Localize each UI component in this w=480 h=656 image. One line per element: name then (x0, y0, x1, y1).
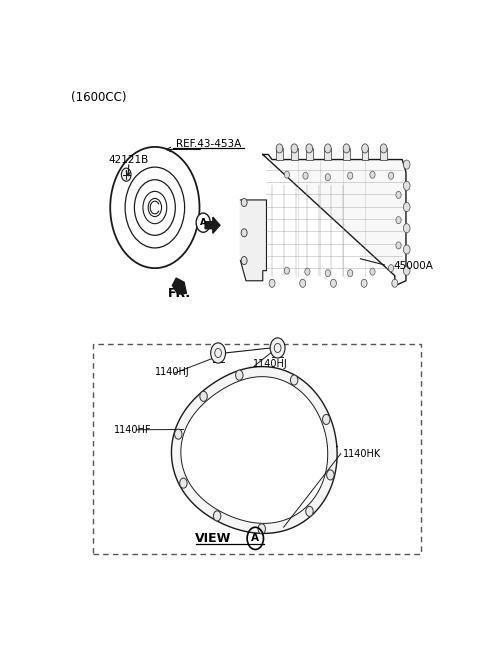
Circle shape (180, 478, 187, 488)
Circle shape (284, 171, 289, 178)
Circle shape (388, 172, 394, 179)
Circle shape (196, 213, 210, 232)
Circle shape (388, 264, 394, 272)
Circle shape (380, 144, 387, 153)
Circle shape (276, 144, 283, 153)
Text: 1140HJ: 1140HJ (253, 359, 288, 369)
Circle shape (305, 268, 310, 276)
Circle shape (396, 242, 401, 249)
Circle shape (403, 160, 410, 169)
Text: 1140HF: 1140HF (114, 425, 152, 435)
Circle shape (200, 391, 207, 401)
Circle shape (175, 429, 182, 440)
Bar (362, 148, 368, 159)
Text: (1600CC): (1600CC) (71, 91, 127, 104)
Circle shape (403, 245, 410, 254)
Polygon shape (240, 200, 266, 281)
Bar (380, 148, 387, 159)
Circle shape (348, 172, 353, 179)
Polygon shape (171, 367, 337, 533)
Circle shape (325, 270, 330, 277)
Text: A: A (252, 533, 259, 543)
Bar (343, 148, 350, 159)
Circle shape (241, 229, 247, 237)
Circle shape (284, 267, 289, 274)
Polygon shape (181, 377, 328, 523)
Text: VIEW: VIEW (195, 532, 231, 545)
Circle shape (325, 174, 330, 181)
Circle shape (343, 144, 350, 153)
Polygon shape (205, 217, 220, 234)
Bar (276, 148, 283, 159)
Circle shape (306, 144, 312, 153)
Circle shape (403, 181, 410, 190)
Polygon shape (172, 278, 186, 294)
Circle shape (361, 279, 367, 287)
Circle shape (330, 279, 336, 287)
Circle shape (396, 216, 401, 224)
Bar (306, 148, 312, 159)
Circle shape (300, 279, 306, 287)
Circle shape (370, 171, 375, 178)
Circle shape (236, 370, 243, 380)
Bar (324, 148, 331, 159)
Circle shape (291, 144, 298, 153)
Text: FR.: FR. (168, 287, 191, 300)
Text: 1140HK: 1140HK (343, 449, 381, 459)
Text: 42121B: 42121B (108, 155, 149, 165)
Text: 1140HJ: 1140HJ (155, 367, 190, 377)
Text: REF.43-453A: REF.43-453A (176, 139, 241, 150)
Circle shape (303, 172, 308, 179)
Circle shape (269, 279, 275, 287)
Circle shape (348, 270, 353, 277)
Circle shape (323, 415, 330, 424)
Polygon shape (263, 155, 406, 286)
Circle shape (270, 338, 285, 358)
Circle shape (370, 268, 375, 276)
Circle shape (211, 343, 226, 363)
Circle shape (290, 375, 298, 385)
Circle shape (403, 266, 410, 276)
Circle shape (392, 279, 398, 287)
Text: 45000A: 45000A (393, 260, 433, 271)
Circle shape (396, 192, 401, 198)
Circle shape (214, 511, 221, 521)
Circle shape (241, 198, 247, 207)
Text: A: A (200, 218, 207, 227)
Circle shape (121, 168, 131, 181)
Circle shape (258, 523, 265, 534)
Circle shape (241, 256, 247, 264)
Circle shape (362, 144, 368, 153)
Circle shape (324, 144, 331, 153)
Circle shape (326, 470, 334, 480)
Circle shape (306, 506, 313, 516)
Circle shape (403, 203, 410, 212)
Bar (291, 148, 298, 159)
Circle shape (403, 224, 410, 233)
Bar (94, 344, 421, 554)
